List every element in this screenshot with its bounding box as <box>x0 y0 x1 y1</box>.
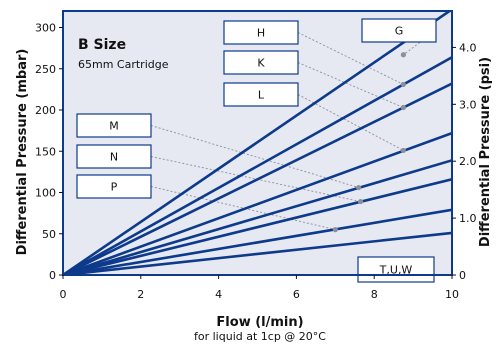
series-line-k <box>63 82 452 275</box>
y-tick-label: 250 <box>35 63 56 76</box>
label-leaders <box>150 30 437 231</box>
series-label-box-l <box>223 82 299 107</box>
x-axis-ticks: 0 2 4 6 8 10 <box>60 275 459 301</box>
y2-tick-label: 1.0 <box>459 212 477 225</box>
x-tick-label: 0 <box>60 288 67 301</box>
series-label-box-g <box>361 18 437 43</box>
series-label-g: G <box>395 25 404 38</box>
chart-title: B Size <box>78 37 126 53</box>
y-tick-label: 50 <box>42 228 56 241</box>
y2-axis-ticks: 0 1.0 2.0 3.0 4.0 <box>452 41 477 282</box>
leader-line-k <box>297 62 404 108</box>
series-label-h: H <box>257 27 265 40</box>
y2-tick-label: 4.0 <box>459 41 477 54</box>
y2-tick-label: 2.0 <box>459 155 477 168</box>
x-tick-label: 8 <box>371 288 378 301</box>
series-line-h <box>63 56 452 275</box>
y2-axis-title: Differential Pressure (psi) <box>478 57 493 247</box>
series-label-box-t-u-w <box>357 256 435 283</box>
plot-border <box>62 10 453 276</box>
y-tick-label: 100 <box>35 187 56 200</box>
series-label-t-u-w: T,U,W <box>379 264 413 277</box>
label-marker-l <box>400 147 406 154</box>
y-tick-label: 200 <box>35 104 56 117</box>
label-marker-p <box>332 227 338 233</box>
leader-line-m <box>150 125 359 188</box>
label-markers <box>332 52 406 233</box>
series-label-box-k <box>223 50 299 75</box>
label-marker-n <box>357 198 364 205</box>
series-line-t-u-w <box>63 231 452 275</box>
series-label-l: L <box>258 89 265 102</box>
leader-line-h <box>297 32 404 85</box>
series-label-m: M <box>109 120 119 133</box>
x-axis-title: Flow (l/min) <box>216 315 303 330</box>
chart-subtitle: 65mm Cartridge <box>78 58 169 71</box>
series-label-k: K <box>257 57 265 70</box>
series-line-m <box>63 159 452 275</box>
y-tick-label: 300 <box>35 22 56 35</box>
series-lines <box>63 11 452 275</box>
series-label-box-p <box>76 174 152 199</box>
leader-line-g <box>403 30 437 56</box>
series-label-box-m <box>76 113 152 138</box>
y-tick-label: 150 <box>35 145 56 158</box>
x-tick-label: 6 <box>293 288 300 301</box>
x-tick-label: 10 <box>445 288 459 301</box>
series-line-g <box>63 11 452 275</box>
label-marker-k <box>400 104 406 111</box>
series-labels: G H K L M N P T,U,W <box>76 18 437 283</box>
label-marker-m <box>356 184 362 191</box>
series-line-n <box>63 178 452 275</box>
x-axis-note: for liquid at 1cp @ 20°C <box>194 330 326 343</box>
y-tick-label: 0 <box>49 269 56 282</box>
x-tick-label: 2 <box>137 288 144 301</box>
y2-tick-label: 3.0 <box>459 98 477 111</box>
y-axis-title: Differential Pressure (mbar) <box>15 49 30 256</box>
leader-line-p <box>150 186 336 231</box>
series-label-box-h <box>223 20 299 45</box>
series-line-l <box>63 131 452 275</box>
series-label-n: N <box>110 151 118 164</box>
y2-tick-label: 0 <box>459 269 466 282</box>
label-marker-g <box>400 52 406 58</box>
label-marker-h <box>400 81 406 88</box>
series-label-p: P <box>111 181 118 194</box>
y-axis-ticks: 0 50 100 150 200 250 300 <box>35 22 63 282</box>
series-line-p <box>63 208 452 275</box>
x-tick-label: 4 <box>215 288 222 301</box>
series-label-box-n <box>76 144 152 169</box>
